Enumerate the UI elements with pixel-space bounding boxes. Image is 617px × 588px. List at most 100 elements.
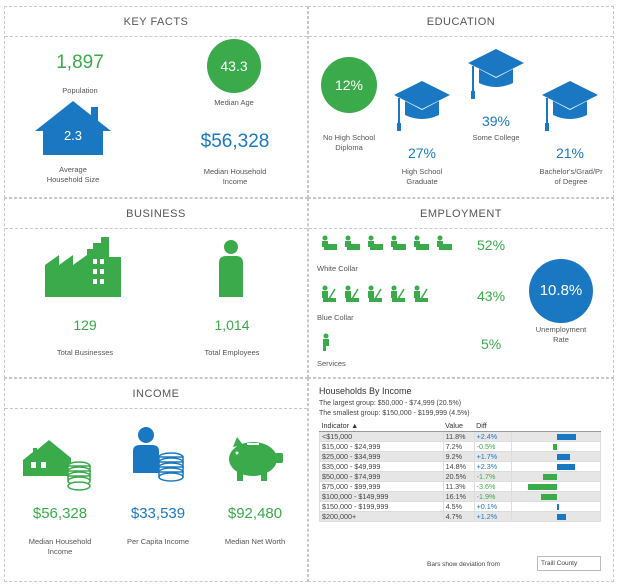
row-diff: +0.1% [473, 500, 512, 512]
row-bar-cell [510, 470, 602, 482]
employment-title: EMPLOYMENT [309, 199, 613, 229]
row-value: 9.2% [442, 450, 475, 462]
grad-cap-icon [468, 49, 524, 99]
deviation-bar [527, 483, 557, 490]
table-row: $100,000 - $149,999 16.1% -1.9% [319, 490, 602, 502]
per-capita-value: $33,539 [130, 505, 186, 522]
median-household-label-1: Median Household [28, 537, 92, 546]
businesses-value: 129 [73, 317, 97, 333]
education-panel: EDUCATION 12% No High School Diploma 27%… [308, 6, 614, 198]
deviation-bar [552, 443, 557, 450]
table-row: $15,000 - $24,999 7.2% -0.5% [319, 440, 602, 452]
key-facts-panel: KEY FACTS 1,897 Population 43.3 Median A… [4, 6, 308, 198]
median-income-value: $56,328 [200, 131, 270, 152]
college-label: Some College [472, 133, 520, 142]
row-indicator: $35,000 - $49,999 [319, 460, 444, 472]
row-indicator: $50,000 - $74,999 [319, 470, 444, 482]
row-bar-cell [510, 460, 602, 472]
white-collar-pct: 52% [477, 237, 506, 253]
white-collar-icons [321, 235, 455, 256]
unemployment-label-2: Rate [553, 335, 569, 344]
education-title: EDUCATION [309, 7, 613, 37]
row-bar-cell [510, 450, 602, 462]
service-worker-icon [323, 333, 329, 351]
grad-cap-icon [542, 81, 598, 131]
worker-desk-icon [322, 235, 452, 250]
deviation-bar [542, 473, 557, 480]
house-icon [35, 101, 111, 155]
row-value: 7.2% [442, 440, 475, 452]
row-indicator: <$15,000 [319, 430, 444, 442]
row-diff: -3.6% [473, 480, 512, 492]
row-diff: +1.2% [473, 510, 512, 522]
row-bar-cell [510, 500, 602, 512]
key-facts-title: KEY FACTS [5, 7, 307, 37]
unemployment-value: 10.8% [539, 282, 583, 299]
employment-panel: EMPLOYMENT 52% White Collar 43% [308, 198, 614, 378]
col-bar [511, 421, 601, 432]
row-indicator: $75,000 - $99,999 [319, 480, 444, 492]
col-indicator[interactable]: Indicator ▲ [319, 421, 444, 432]
hs-label-2: Graduate [406, 177, 438, 186]
population-value: 1,897 [56, 52, 104, 73]
household-size-value: 2.3 [63, 128, 83, 143]
table-row: $75,000 - $99,999 11.3% -3.6% [319, 480, 602, 492]
households-by-income-panel: Households By Income The largest group: … [308, 378, 614, 582]
deviation-area-value: Traill County [541, 560, 578, 567]
net-worth-label: Median Net Worth [224, 537, 286, 546]
deviation-bar [556, 503, 559, 510]
blue-collar-label: Blue Collar [317, 313, 354, 322]
services-label: Services [317, 359, 346, 368]
white-collar-label: White Collar [317, 264, 358, 273]
row-indicator: $25,000 - $34,999 [319, 450, 444, 462]
blue-collar-icons [321, 285, 433, 308]
population-label: Population [62, 86, 98, 95]
unemployment-label-1: Unemployment [535, 325, 587, 334]
median-income-label-2: Income [222, 177, 248, 186]
hbi-smallest: The smallest group: $150,000 - $199,999 … [319, 410, 470, 417]
table-header-row: Indicator ▲ Value Diff [319, 421, 601, 432]
row-value: 4.7% [442, 510, 475, 522]
row-indicator: $15,000 - $24,999 [319, 440, 444, 452]
deviation-area-select[interactable]: Traill County [537, 556, 601, 571]
row-value: 16.1% [442, 490, 475, 502]
deviation-bar [541, 493, 557, 500]
hbi-title: Households By Income [319, 386, 412, 396]
col-diff[interactable]: Diff [474, 421, 512, 432]
median-household-value: $56,328 [32, 505, 88, 522]
no-hs-label-1: No High School [322, 133, 376, 142]
business-panel: BUSINESS 129 Total Businesses 1,014 Tota… [4, 198, 308, 378]
unemployment-circle: 10.8% [529, 259, 593, 323]
bachelor-label-1: Bachelor's/Grad/Pr [539, 167, 603, 176]
row-diff: -0.5% [473, 440, 512, 452]
services-pct: 5% [481, 336, 502, 352]
deviation-bar [556, 463, 575, 470]
row-value: 20.5% [442, 470, 475, 482]
col-value[interactable]: Value [443, 421, 475, 432]
no-hs-value: 12% [334, 77, 364, 93]
row-diff: -1.7% [473, 470, 512, 482]
row-bar-cell [510, 490, 602, 502]
table-row: $50,000 - $74,999 20.5% -1.7% [319, 470, 602, 482]
row-indicator: $100,000 - $149,999 [319, 490, 444, 502]
income-table: Indicator ▲ Value Diff <$15,000 11.8% +2.4… [319, 421, 602, 522]
hs-label-1: High School [401, 167, 443, 176]
factory-icon [45, 237, 121, 297]
row-diff: +2.3% [473, 460, 512, 472]
row-bar-cell [510, 430, 602, 442]
row-bar-cell [510, 480, 602, 492]
row-value: 4.5% [442, 500, 475, 512]
deviation-bar [556, 453, 571, 460]
row-indicator: $150,000 - $199,999 [319, 500, 444, 512]
hbi-largest: The largest group: $50,000 - $74,999 (20… [319, 400, 462, 407]
deviation-label: Bars show deviation from [427, 561, 500, 568]
employees-value: 1,014 [214, 317, 250, 333]
no-hs-label-2: Diploma [335, 143, 363, 152]
income-title: INCOME [5, 379, 307, 409]
table-row: <$15,000 11.8% +2.4% [319, 430, 602, 442]
row-diff: +2.4% [473, 430, 512, 442]
table-row: $150,000 - $199,999 4.5% +0.1% [319, 500, 602, 512]
median-income-label-1: Median Household [203, 167, 267, 176]
hs-value: 27% [407, 145, 437, 161]
row-value: 11.8% [442, 430, 475, 442]
